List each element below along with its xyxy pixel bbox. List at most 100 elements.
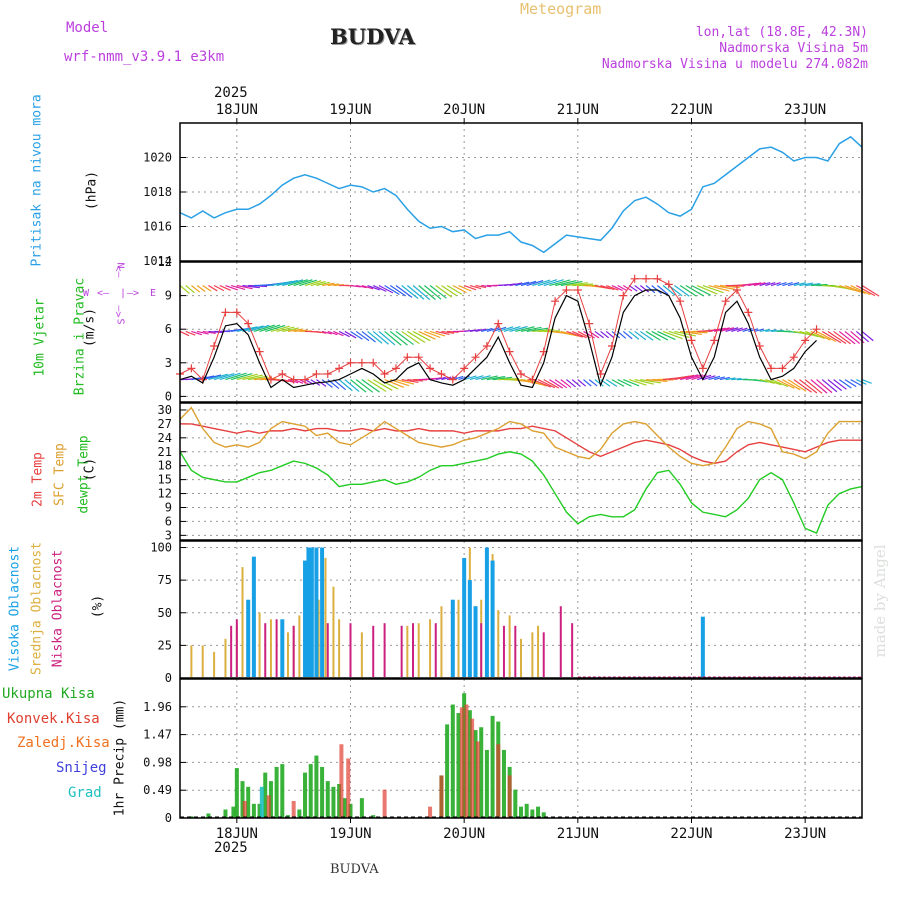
cloud-bar-mid: [429, 619, 432, 677]
ytick-label-precip-1.47: 1.47: [143, 728, 172, 742]
wind-barb: [622, 330, 633, 340]
ytick-label-temperature-24: 24: [158, 431, 172, 445]
cloud-bar-mid: [406, 625, 409, 677]
precip-bar: [530, 809, 535, 818]
precip-bar: [251, 803, 256, 818]
wind-barb: [793, 282, 807, 287]
ytick-label-temperature-18: 18: [158, 459, 172, 473]
wind-barb: [356, 284, 367, 289]
ytick-label-wind-3: 3: [165, 356, 172, 370]
wind-barb: [327, 330, 338, 336]
cloud-bar-mid: [213, 651, 216, 677]
wind-barb: [372, 330, 389, 345]
ytick-label-pressure-1016: 1016: [143, 220, 172, 234]
wind-barb: [287, 279, 308, 287]
wind-barb: [498, 377, 520, 381]
model-name: wrf-nmm_v3.9.1 e3km: [64, 49, 225, 65]
precip-bar: [320, 766, 325, 818]
wind-barb: [645, 379, 668, 383]
wind-barb: [520, 326, 542, 333]
wind-barb: [714, 284, 736, 290]
wind-barb: [384, 285, 400, 295]
wind-barb: [481, 375, 499, 381]
wind-barb: [236, 326, 258, 333]
precip-bar: [234, 768, 239, 818]
wind-barb: [799, 379, 818, 394]
wind-barb: [810, 330, 831, 341]
wind-barb: [759, 282, 771, 287]
gust-point: [301, 375, 310, 384]
precip-bar: [223, 809, 228, 818]
gust-point: [676, 297, 685, 306]
wind-barb: [225, 284, 239, 291]
cloud-bar-mid: [258, 612, 261, 677]
precip-bar: [382, 789, 387, 818]
cloud-bar-high: [490, 560, 495, 677]
wind-barb: [685, 374, 703, 381]
wind-barb: [367, 330, 383, 344]
gust-point: [335, 364, 344, 373]
wind-barb: [838, 379, 852, 389]
wind-barb: [282, 279, 304, 287]
gust-point: [732, 286, 741, 294]
cloud-bar-low: [235, 619, 238, 677]
precip-bar: [206, 813, 211, 818]
wind-barb: [344, 330, 357, 339]
cloud-bar-low: [275, 619, 278, 677]
precip-bar: [337, 783, 342, 818]
cloud-bar-mid: [286, 632, 289, 677]
cloud-bar-mid: [417, 623, 420, 677]
wind-barb: [776, 281, 787, 287]
wind-barb: [304, 280, 322, 287]
precip-bar: [459, 707, 464, 818]
wind-barb: [475, 284, 487, 289]
wind-barb: [407, 379, 423, 382]
gust-point: [630, 274, 639, 283]
wind-barb: [196, 285, 206, 292]
xtick-top-20JUN: 20JUN: [443, 102, 485, 118]
wind-barb: [435, 330, 450, 336]
wind-barb: [282, 327, 299, 333]
wind-barb: [770, 281, 781, 287]
wind-barb: [594, 379, 604, 387]
wind-barb: [605, 379, 618, 387]
xtick-bottom-23JUN: 23JUN: [784, 826, 826, 842]
compass-icon: W <– | –> E –> N <– S: [83, 262, 157, 325]
footer-city: BUDVA: [330, 862, 379, 877]
wind-barb: [401, 379, 419, 384]
pressure-line: [179, 135, 863, 254]
wind-barb: [253, 376, 273, 381]
cloud-bar-mid: [241, 567, 244, 677]
precip-bar: [348, 803, 353, 818]
wind-barb: [213, 284, 225, 292]
wind-barb: [827, 379, 843, 392]
wind-barb: [526, 280, 544, 287]
wind-barb: [520, 280, 537, 287]
wind-barb: [384, 330, 402, 346]
wind-speed-line: [179, 289, 817, 389]
wind-barb: [287, 328, 304, 333]
wind-barb: [395, 285, 413, 298]
temp-line-2: [179, 451, 863, 534]
wind-barb: [571, 330, 587, 339]
wind-barb: [378, 330, 396, 346]
precip-bar: [475, 741, 480, 818]
ytick-label-wind-0: 0: [165, 389, 172, 403]
wind-barb: [219, 372, 241, 381]
wind-barb: [634, 330, 647, 341]
wind-barb: [560, 379, 572, 388]
wind-barb: [861, 379, 872, 384]
wind-barb: [441, 330, 455, 334]
wind-barb: [725, 377, 736, 381]
wind-barb: [753, 328, 764, 333]
wind-barb: [293, 329, 308, 333]
cloud-bar-low: [400, 625, 403, 677]
wind-barb: [196, 330, 209, 335]
cloud-bar-low: [264, 623, 267, 677]
xtick-top-21JUN: 21JUN: [557, 102, 599, 118]
gust-point: [448, 375, 457, 384]
wind-barb: [543, 379, 560, 389]
gust-point: [426, 364, 435, 373]
wind-barb: [282, 379, 294, 383]
wind-barb: [481, 284, 492, 288]
